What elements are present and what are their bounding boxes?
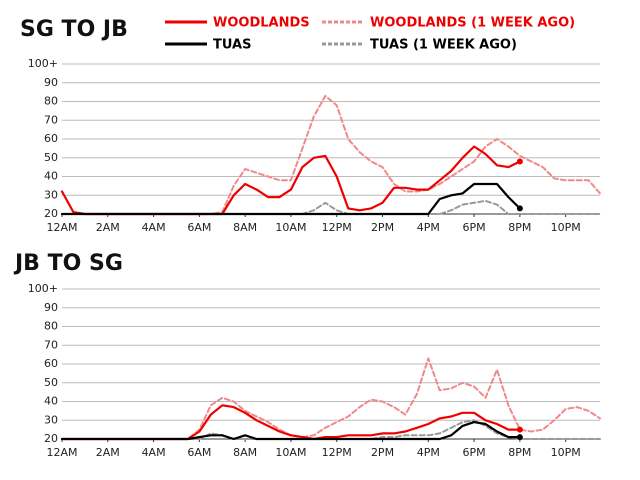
end-dot bbox=[516, 158, 523, 165]
y-tick-label: 80 bbox=[44, 320, 58, 333]
x-tick-label: 12AM bbox=[46, 221, 77, 234]
x-tick-label: 6AM bbox=[187, 221, 211, 234]
y-tick-label: 70 bbox=[44, 113, 58, 126]
y-tick-label: 40 bbox=[44, 170, 58, 183]
x-tick-label: 4AM bbox=[142, 446, 166, 459]
x-tick-label: 2AM bbox=[96, 446, 120, 459]
x-tick-label: 8AM bbox=[233, 221, 257, 234]
x-tick-label: 8AM bbox=[233, 446, 257, 459]
x-tick-label: 6AM bbox=[187, 446, 211, 459]
series-line bbox=[60, 182, 521, 216]
y-tick-label: 70 bbox=[44, 338, 58, 351]
legend-label: WOODLANDS bbox=[213, 16, 310, 31]
y-tick-label: 90 bbox=[44, 76, 58, 89]
chart-title: JB TO SG bbox=[13, 251, 123, 276]
x-tick-label: 10AM bbox=[275, 446, 306, 459]
x-tick-label: 6PM bbox=[463, 221, 486, 234]
x-tick-label: 8PM bbox=[508, 221, 531, 234]
y-tick-label: 20 bbox=[44, 432, 58, 445]
end-dot bbox=[516, 434, 523, 441]
y-tick-label: 100+ bbox=[28, 282, 58, 295]
y-tick-label: 80 bbox=[44, 95, 58, 108]
series-line bbox=[61, 94, 601, 215]
y-tick-label: 20 bbox=[44, 207, 58, 220]
end-dot bbox=[516, 426, 523, 433]
x-tick-label: 4AM bbox=[142, 221, 166, 234]
legend-label: WOODLANDS (1 WEEK AGO) bbox=[370, 16, 575, 31]
y-tick-label: 50 bbox=[44, 151, 58, 164]
y-tick-label: 30 bbox=[44, 188, 58, 201]
y-tick-label: 60 bbox=[44, 132, 58, 145]
chart-title: SG TO JB bbox=[20, 17, 128, 42]
x-tick-label: 2AM bbox=[96, 221, 120, 234]
legend-label: TUAS (1 WEEK AGO) bbox=[370, 38, 517, 53]
x-tick-label: 10AM bbox=[275, 221, 306, 234]
x-tick-label: 8PM bbox=[508, 446, 531, 459]
y-tick-label: 100+ bbox=[28, 57, 58, 70]
x-tick-label: 10PM bbox=[551, 221, 581, 234]
y-tick-label: 60 bbox=[44, 357, 58, 370]
end-dot bbox=[516, 205, 523, 212]
legend-label: TUAS bbox=[213, 38, 251, 53]
x-tick-label: 10PM bbox=[551, 446, 581, 459]
y-tick-label: 30 bbox=[44, 413, 58, 426]
x-tick-label: 2PM bbox=[371, 221, 394, 234]
x-tick-label: 6PM bbox=[463, 446, 486, 459]
x-tick-label: 4PM bbox=[417, 221, 440, 234]
x-tick-label: 12PM bbox=[322, 221, 352, 234]
series-line bbox=[60, 421, 521, 441]
y-tick-label: 50 bbox=[44, 376, 58, 389]
x-tick-label: 2PM bbox=[371, 446, 394, 459]
y-tick-label: 40 bbox=[44, 395, 58, 408]
x-tick-label: 12AM bbox=[46, 446, 77, 459]
y-tick-label: 90 bbox=[44, 301, 58, 314]
x-tick-label: 4PM bbox=[417, 446, 440, 459]
x-tick-label: 12PM bbox=[322, 446, 352, 459]
